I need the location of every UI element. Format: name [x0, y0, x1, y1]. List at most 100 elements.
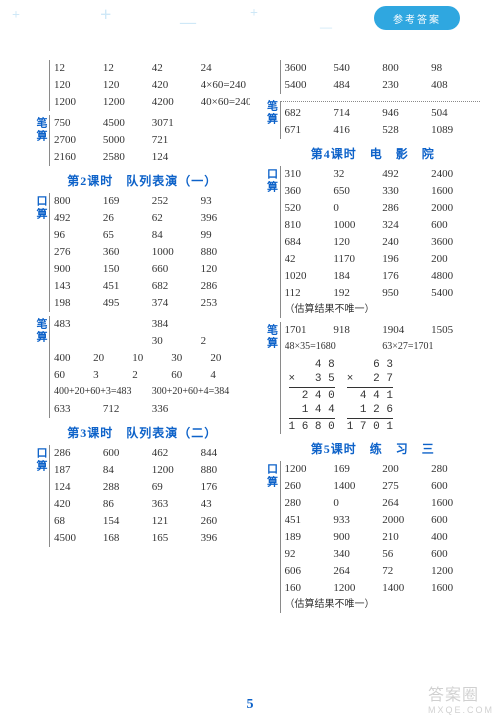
- cell: 169: [333, 461, 382, 478]
- cell: 1020: [285, 268, 334, 285]
- cell: 112: [285, 285, 334, 302]
- table-row: 12428869176: [54, 479, 250, 496]
- grid: 483384302400201030206032604400+20+60+3=4…: [49, 316, 250, 418]
- table-row: 606264721200: [285, 563, 481, 580]
- cell: 124: [54, 479, 103, 496]
- mult-line: 1 7 0 1: [347, 420, 393, 434]
- cell: 92: [285, 546, 334, 563]
- table-row: 10201841764800: [285, 268, 481, 285]
- cell: 462: [152, 445, 201, 462]
- cell: 168: [103, 530, 152, 547]
- cell: 1400: [333, 478, 382, 495]
- table-row: 6841202403600: [285, 234, 481, 251]
- table-row: 633712336: [54, 401, 250, 418]
- table-row: 2763601000880: [54, 244, 250, 261]
- cell: 682: [152, 278, 201, 295]
- cell: 1200: [333, 580, 382, 597]
- cell: 750: [54, 115, 103, 132]
- cell: [201, 149, 250, 166]
- cell: 65: [103, 227, 152, 244]
- cell: 1000: [333, 217, 382, 234]
- table-row: 21602580124: [54, 149, 250, 166]
- cell: 12: [54, 60, 103, 77]
- side-label: 口算: [35, 445, 49, 547]
- cell: 60: [54, 367, 93, 384]
- table-row: 8101000324600: [285, 217, 481, 234]
- cell: 495: [103, 295, 152, 312]
- block: 笔算 750450030712700500072121602580124: [35, 115, 250, 166]
- table-row: 682714946504: [285, 105, 481, 122]
- grid: 3600540800985400484230408: [280, 60, 481, 94]
- grid: 121242241201204204×60=24012001200420040×…: [49, 60, 250, 111]
- table-row: 40020103020: [54, 350, 250, 367]
- cell: 2700: [54, 132, 103, 149]
- cell: 286: [201, 278, 250, 295]
- cell: 264: [382, 495, 431, 512]
- block: 口算 8001692529349226623969665849927636010…: [35, 193, 250, 312]
- cell: 276: [54, 244, 103, 261]
- note: （估算结果不唯一）: [285, 597, 481, 613]
- cell: 810: [285, 217, 334, 234]
- cell: 280: [285, 495, 334, 512]
- cell: 93: [201, 193, 250, 210]
- cell: 2: [201, 333, 250, 350]
- cell: 324: [382, 217, 431, 234]
- left-column: 121242241201204204×60=24012001200420040×…: [35, 60, 258, 691]
- cell: 121: [152, 513, 201, 530]
- watermark-sub: MXQE.COM: [428, 705, 494, 715]
- multiplication-group: 4 8× 3 5 2 4 01 4 41 6 8 0 6 3× 2 7 4 4 …: [285, 356, 481, 434]
- cell: 120: [103, 77, 152, 94]
- table-row: 143451682286: [54, 278, 250, 295]
- section-title: 第3课时 队列表演（二）: [35, 424, 250, 441]
- cell: 384: [152, 316, 201, 333]
- cell: 712: [103, 401, 152, 418]
- cell: 124: [152, 149, 201, 166]
- cell: 1200: [103, 94, 152, 111]
- cell: 1600: [431, 580, 480, 597]
- cell: 72: [382, 563, 431, 580]
- side-label: 笔算: [35, 316, 49, 418]
- cell: 396: [201, 530, 250, 547]
- cell: 5400: [285, 77, 334, 94]
- cell: 200: [382, 461, 431, 478]
- cell: 1200: [431, 563, 480, 580]
- cell: 528: [382, 122, 431, 139]
- cell: 504: [431, 105, 480, 122]
- cell: 1904: [382, 322, 431, 339]
- cell: 483: [54, 316, 103, 333]
- cell: 684: [285, 234, 334, 251]
- cell: 154: [103, 513, 152, 530]
- cell: 24: [201, 60, 250, 77]
- cell: 4500: [103, 115, 152, 132]
- side-label: [266, 60, 280, 94]
- cell: 210: [382, 529, 431, 546]
- table-row: 900150660120: [54, 261, 250, 278]
- cell: 10: [132, 350, 171, 367]
- dash-icon: —: [320, 20, 332, 35]
- block: 口算 3103249224003606503301600520028620008…: [266, 166, 481, 318]
- table-row: 4922662396: [54, 210, 250, 227]
- table-row: 198495374253: [54, 295, 250, 312]
- cell: 800: [382, 60, 431, 77]
- cell: 0: [333, 200, 382, 217]
- section-title: 第4课时 电 影 院: [266, 145, 481, 162]
- table-row: 6714165281089: [285, 122, 481, 139]
- cell: 260: [201, 513, 250, 530]
- cell: 671: [285, 122, 334, 139]
- cell: [103, 333, 152, 350]
- cell: 3: [93, 367, 132, 384]
- plus-icon: +: [100, 4, 111, 27]
- plus-icon: +: [250, 6, 258, 22]
- cell: 200: [431, 251, 480, 268]
- grid: 750450030712700500072121602580124: [49, 115, 250, 166]
- side-label: 口算: [266, 166, 280, 318]
- cell: 189: [285, 529, 334, 546]
- grid: 6827149465046714165281089: [280, 101, 481, 139]
- cell: 260: [285, 478, 334, 495]
- cell: 20: [210, 350, 249, 367]
- cell: 520: [285, 200, 334, 217]
- cell: 2000: [431, 200, 480, 217]
- cell: 360: [103, 244, 152, 261]
- cell: 300+20+60+4=384: [152, 384, 250, 401]
- watermark: 答案圈 MXQE.COM: [428, 681, 494, 715]
